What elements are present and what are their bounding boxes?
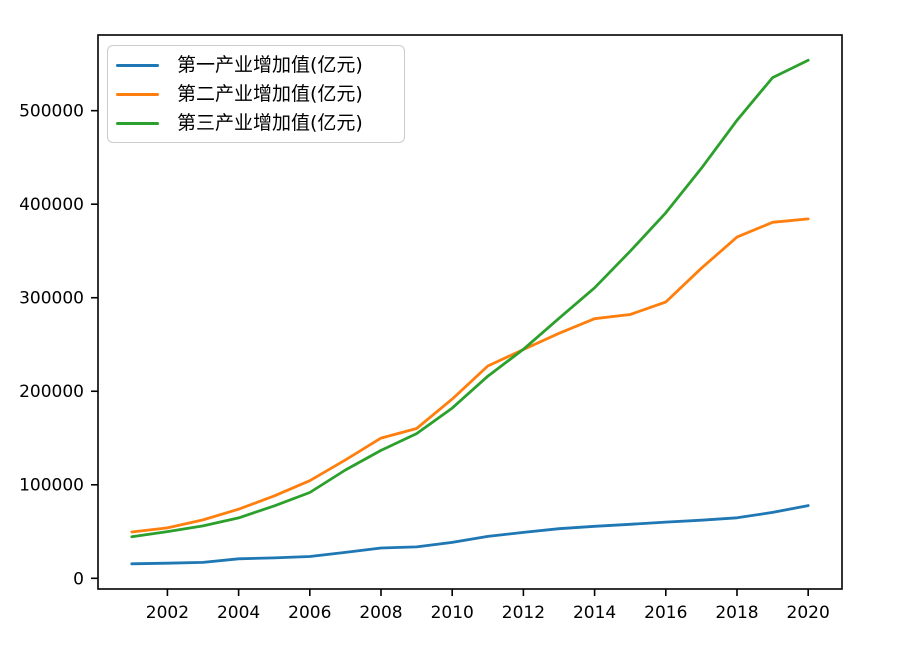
x-tick-label: 2006 — [288, 603, 331, 623]
y-tick-label: 100000 — [19, 476, 84, 496]
legend-line-swatch-primary — [116, 64, 159, 67]
x-tick-label: 2002 — [146, 603, 189, 623]
legend: 第一产业增加值(亿元) 第二产业增加值(亿元) 第三产业增加值(亿元) — [107, 45, 405, 143]
series-line-tertiary — [130, 58, 810, 539]
legend-item-primary: 第一产业增加值(亿元) — [116, 51, 394, 80]
x-tick-label: 2016 — [644, 603, 687, 623]
x-tick-label: 2014 — [573, 603, 616, 623]
plot-frame — [97, 34, 843, 590]
legend-item-tertiary: 第三产业增加值(亿元) — [116, 109, 394, 138]
legend-item-secondary: 第二产业增加值(亿元) — [116, 80, 394, 109]
y-tick-label: 0 — [73, 569, 84, 589]
x-tick-label: 2018 — [715, 603, 758, 623]
x-tick-label: 2008 — [359, 603, 402, 623]
legend-line-swatch-tertiary — [116, 122, 159, 125]
legend-label-secondary: 第二产业增加值(亿元) — [177, 83, 363, 105]
x-tick-label: 2020 — [787, 603, 830, 623]
legend-line-swatch-secondary — [116, 93, 159, 96]
y-tick-label: 500000 — [19, 102, 84, 122]
legend-label-primary: 第一产业增加值(亿元) — [177, 54, 363, 76]
x-tick-label: 2012 — [502, 603, 545, 623]
y-tick-label: 300000 — [19, 289, 84, 309]
legend-label-tertiary: 第三产业增加值(亿元) — [177, 112, 363, 134]
y-tick-label: 200000 — [19, 382, 84, 402]
series-line-secondary — [130, 217, 810, 534]
y-tick-label: 400000 — [19, 195, 84, 215]
series-line-primary — [130, 504, 810, 566]
x-tick-label: 2010 — [431, 603, 474, 623]
x-tick-label: 2004 — [217, 603, 260, 623]
